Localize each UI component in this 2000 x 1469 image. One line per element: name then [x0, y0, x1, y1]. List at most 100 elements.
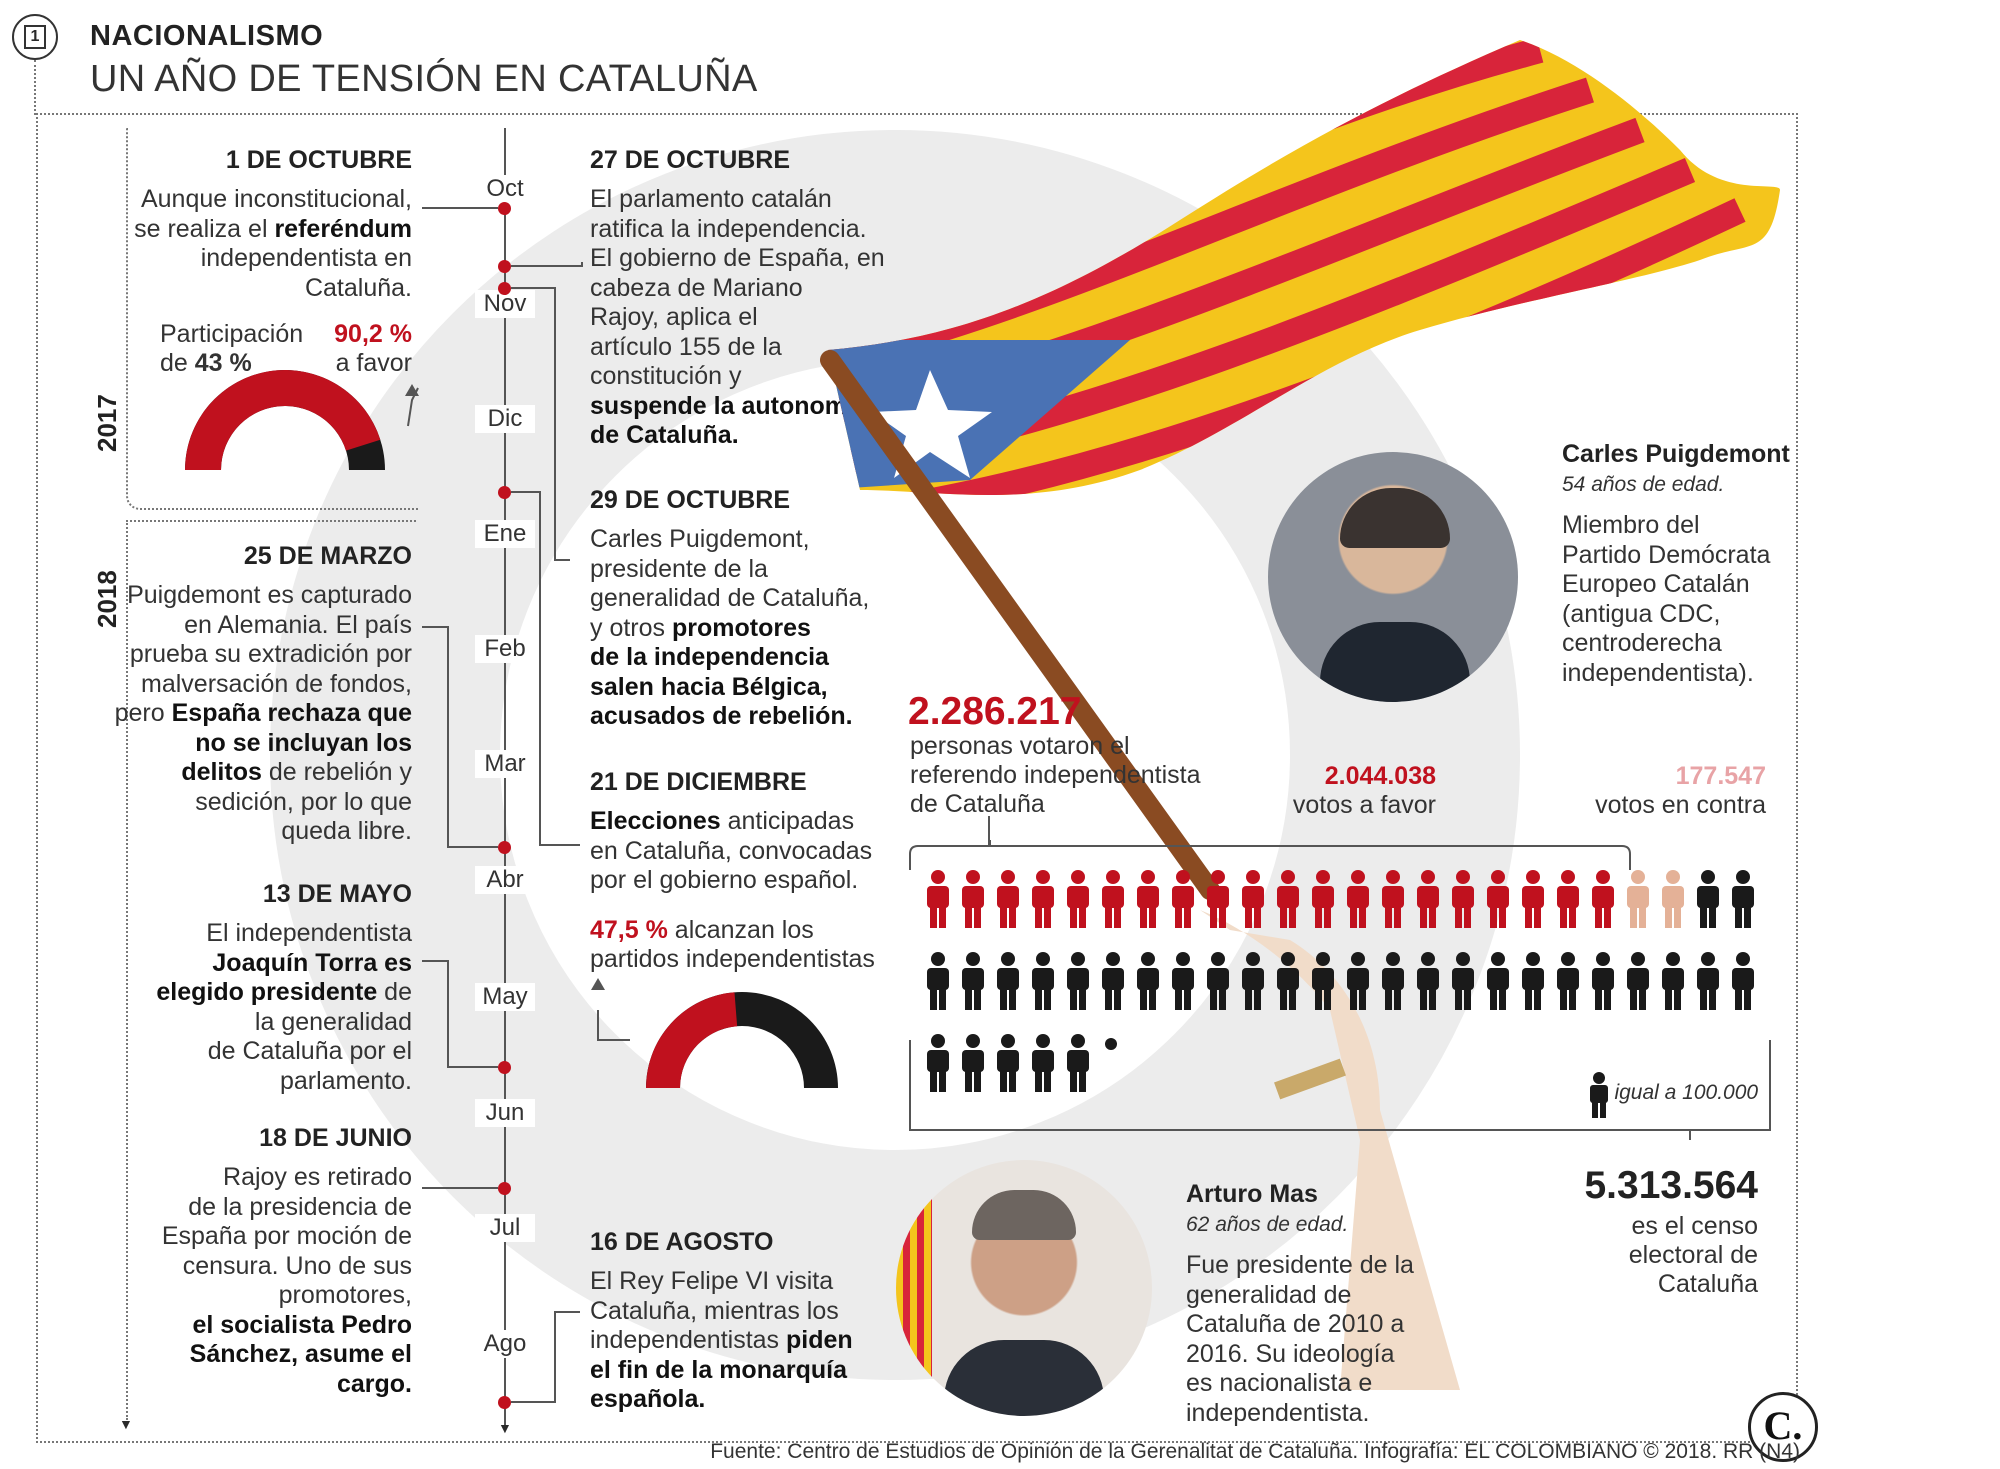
person-icon [1590, 1072, 1608, 1118]
event-date: 18 DE JUNIO [259, 1124, 412, 1152]
event-date: 13 DE MAYO [262, 880, 412, 908]
person-icon [1662, 870, 1684, 928]
text-line: cabeza de Mariano [590, 273, 803, 302]
person-icon [1382, 952, 1404, 1010]
event-date: 27 DE OCTUBRE [590, 146, 791, 174]
text-line: prueba su extradición por [129, 640, 412, 668]
puigdemont-info: Carles Puigdemont 54 años de edad. Miemb… [1562, 440, 1790, 688]
puigdemont-bio: Miembro del Partido Demócrata Europeo Cata… [1562, 511, 1790, 688]
text-line: no se incluyan los [195, 728, 412, 757]
favor-votes: 2.044.038 [1324, 762, 1436, 790]
text-line: el socialista Pedro [192, 1310, 412, 1339]
text-line: queda libre. [281, 817, 412, 845]
month-label-may: May [475, 983, 535, 1011]
text-line: pero España rechaza que [114, 699, 412, 727]
person-icon [1487, 870, 1509, 928]
text-line: Europeo Catalán [1562, 570, 1750, 598]
bracket-2017-line [156, 508, 418, 510]
source-credit: Fuente: Centro de Estudios de Opinión de… [710, 1440, 1800, 1463]
text-line: censura. Uno de sus [182, 1251, 412, 1280]
legend-text: igual a 100.000 [1614, 1081, 1759, 1105]
election-text-2: partidos independentistas [590, 945, 875, 973]
person-icon [1522, 870, 1544, 928]
person-icon [1627, 870, 1649, 928]
person-icon [1697, 952, 1719, 1010]
person-icon [1067, 1034, 1089, 1092]
text-line: de la independencia [590, 643, 829, 671]
favor-value: 90,2 % [334, 320, 412, 348]
event-text: El independentista Joaquín Torra es elegid… [110, 919, 412, 1096]
person-icon [1627, 952, 1649, 1010]
text-line: independentista. [1186, 1398, 1370, 1427]
person-icon [1382, 870, 1404, 928]
text-line: Cataluña. [304, 273, 412, 302]
timeline-dot-jun18 [498, 1182, 511, 1195]
person-icon [1417, 870, 1439, 928]
event-oct1: 1 DE OCTUBRE Aunque inconstitucional, se … [110, 146, 412, 303]
mas-bio: Fue presidente de la generalidad de Catalu… [1186, 1251, 1414, 1428]
event-jun18: 18 DE JUNIO Rajoy es retirado de la presi… [110, 1124, 412, 1399]
content-frame [36, 113, 1798, 1443]
participation-prefix: de [160, 349, 195, 377]
text-line: el fin de la monarquía [590, 1355, 847, 1384]
person-icon [927, 952, 949, 1010]
person-icon [997, 1034, 1019, 1092]
person-icon [1732, 870, 1754, 928]
text-line: suspende la autonomía [590, 391, 868, 420]
text-line: (antigua CDC, [1562, 599, 1721, 628]
text-line: El Rey Felipe VI visita [590, 1267, 834, 1295]
page-badge: 1 [12, 14, 58, 60]
page-title: UN AÑO DE TENSIÓN EN CATALUÑA [90, 58, 758, 100]
text-line: delitos de rebelión y [181, 758, 412, 786]
event-text: El Rey Felipe VI visita Cataluña, mientra… [590, 1267, 890, 1415]
text-line: Sánchez, asume el [189, 1340, 412, 1368]
text-line: por el gobierno español. [590, 866, 859, 894]
person-icon [1277, 870, 1299, 928]
text-line: y otros promotores [590, 613, 811, 642]
election-label: 47,5 % alcanzan los partidos independent… [590, 916, 875, 974]
person-icon [1102, 952, 1124, 1010]
suit [944, 1340, 1104, 1416]
bracket-2018-line [126, 520, 416, 522]
favor-votes-block: 2.044.038 votos a favor [1270, 762, 1436, 820]
mas-age: 62 años de edad. [1186, 1213, 1349, 1236]
text-line: 2016. Su ideología [1186, 1339, 1395, 1368]
person-icon [1172, 870, 1194, 928]
person-icon [1557, 870, 1579, 928]
suit [1320, 622, 1470, 702]
event-date: 16 DE AGOSTO [590, 1228, 774, 1256]
contra-votes-label: votos en contra [1595, 791, 1766, 819]
logo-badge: C. [1748, 1392, 1818, 1462]
text-line: España por moción de [161, 1222, 412, 1250]
person-icon [962, 952, 984, 1010]
text-line: de Cataluña por el [207, 1037, 412, 1065]
person-icon [1207, 870, 1229, 928]
mas-photo [896, 1160, 1152, 1416]
person-icon [1172, 952, 1194, 1010]
event-ago16: 16 DE AGOSTO El Rey Felipe VI visita Cata… [590, 1228, 890, 1415]
timeline-dot-ago16 [498, 1396, 511, 1409]
timeline-dot-oct29 [498, 282, 511, 295]
flag-stripes [896, 1160, 932, 1416]
text-line: elegido presidente de [156, 978, 412, 1006]
text-line: acusados de rebelión. [590, 702, 853, 730]
person-icon [1487, 952, 1509, 1010]
text-line: española. [590, 1385, 706, 1413]
kicker: NACIONALISMO [90, 20, 324, 52]
person-icon [1522, 952, 1544, 1010]
hair [1340, 488, 1450, 548]
person-icon [1137, 952, 1159, 1010]
calendar-icon: 1 [24, 25, 46, 49]
person-icon [1067, 870, 1089, 928]
text-line: personas votaron el [910, 732, 1130, 760]
election-gauge [646, 992, 838, 1088]
votes-brackets [909, 840, 1771, 1140]
event-date: 1 DE OCTUBRE [225, 146, 412, 174]
text-line: en Alemania. El país [184, 610, 412, 639]
event-oct27: 27 DE OCTUBRE El parlamento catalán ratif… [590, 146, 890, 451]
puigdemont-photo [1268, 452, 1518, 702]
text-line: de Cataluña [910, 790, 1045, 818]
event-date: 25 DE MARZO [243, 542, 412, 570]
person-icon [1312, 952, 1334, 1010]
